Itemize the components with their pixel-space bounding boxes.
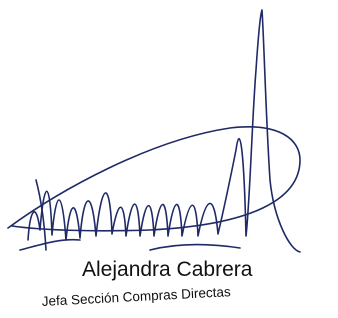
signature-block: Alejandra Cabrera Jefa Sección Compras D… — [0, 0, 338, 318]
signer-title: Jefa Sección Compras Directas — [41, 284, 231, 309]
signature-stroke — [28, 10, 300, 252]
signature-ink — [8, 10, 300, 252]
signer-name: Alejandra Cabrera — [82, 258, 253, 281]
page: Alejandra Cabrera Jefa Sección Compras D… — [0, 0, 338, 318]
